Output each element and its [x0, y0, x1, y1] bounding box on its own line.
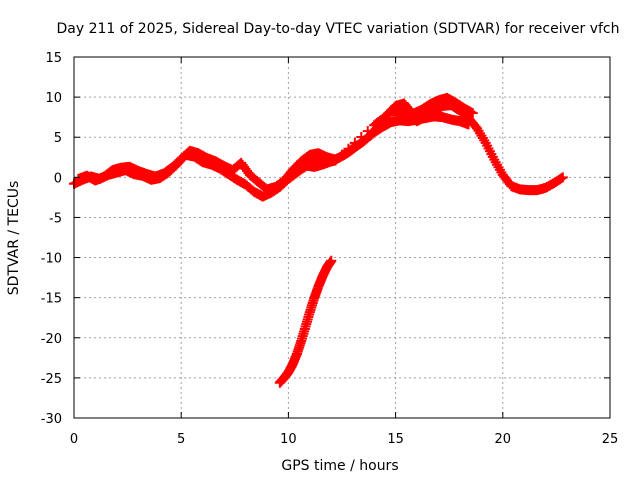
x-tick-label: 0 — [70, 432, 78, 447]
data-point — [362, 126, 373, 137]
x-tick-label: 20 — [495, 432, 512, 447]
x-tick-label: 25 — [602, 432, 619, 447]
grid-layer — [74, 57, 610, 418]
data-point — [557, 172, 568, 183]
data-point — [467, 108, 478, 119]
tick-layer: 0 5 10 15 20 25 -30 -25 -20 -15 -10 -5 0 5 10 15 — [41, 51, 619, 447]
y-tick-label: -10 — [41, 252, 62, 267]
y-tick-label: -25 — [41, 372, 62, 387]
y-tick-label: 10 — [45, 91, 62, 106]
y-axis-label: SDTVAR / TECUs — [6, 181, 22, 296]
series-main-trace-b — [73, 92, 478, 195]
data-point — [349, 137, 360, 148]
data-point — [326, 255, 337, 266]
x-tick-label: 10 — [280, 432, 297, 447]
y-tick-label: -5 — [49, 211, 62, 226]
x-tick-label: 15 — [387, 432, 404, 447]
data-layer — [69, 92, 568, 388]
data-point — [356, 131, 367, 142]
x-axis-label: GPS time / hours — [281, 458, 398, 474]
data-point — [343, 143, 354, 154]
series-isolated-trace — [274, 255, 337, 388]
y-tick-label: 5 — [54, 131, 62, 146]
x-tick-label: 5 — [177, 432, 185, 447]
y-tick-label: -15 — [41, 292, 62, 307]
chart-title: Day 211 of 2025, Sidereal Day-to-day VTE… — [56, 21, 619, 37]
y-tick-label: -20 — [41, 332, 62, 347]
y-tick-label: 0 — [54, 171, 62, 186]
y-tick-label: 15 — [45, 51, 62, 66]
plot-frame — [73, 56, 611, 419]
data-point — [330, 155, 341, 166]
data-point — [337, 149, 347, 160]
series-main-trace-c — [261, 100, 568, 199]
y-tick-label: -30 — [41, 412, 62, 427]
